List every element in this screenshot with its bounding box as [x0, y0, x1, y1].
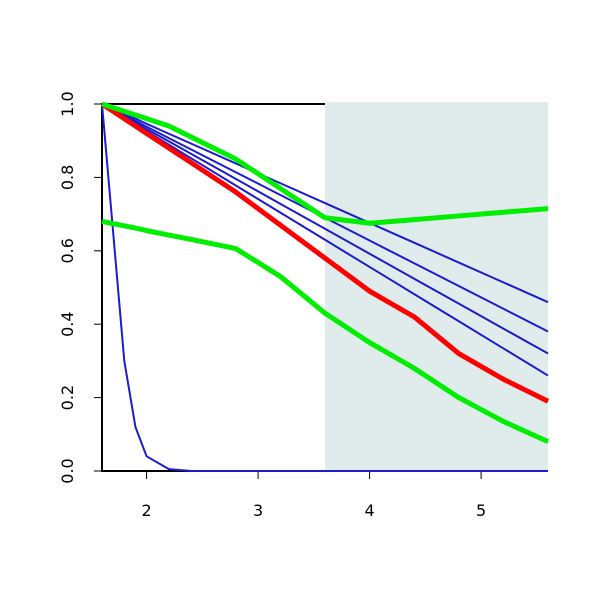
y-tick-label: 0.0 [58, 458, 77, 483]
x-tick-label: 2 [142, 501, 152, 520]
y-tick-label: 0.6 [58, 238, 77, 263]
y-tick-label: 0.4 [58, 311, 77, 336]
y-tick-label: 1.0 [58, 91, 77, 116]
line [101, 103, 548, 472]
x-tick-label: 4 [365, 501, 375, 520]
x-tick-label: 5 [476, 501, 486, 520]
line [101, 101, 549, 226]
line [101, 218, 550, 444]
y-tick-label: 0.2 [58, 385, 77, 410]
x-tick-label: 3 [253, 501, 263, 520]
line [101, 103, 549, 304]
line [101, 103, 549, 333]
y-tick-label: 0.8 [58, 165, 77, 190]
line [100, 101, 550, 404]
